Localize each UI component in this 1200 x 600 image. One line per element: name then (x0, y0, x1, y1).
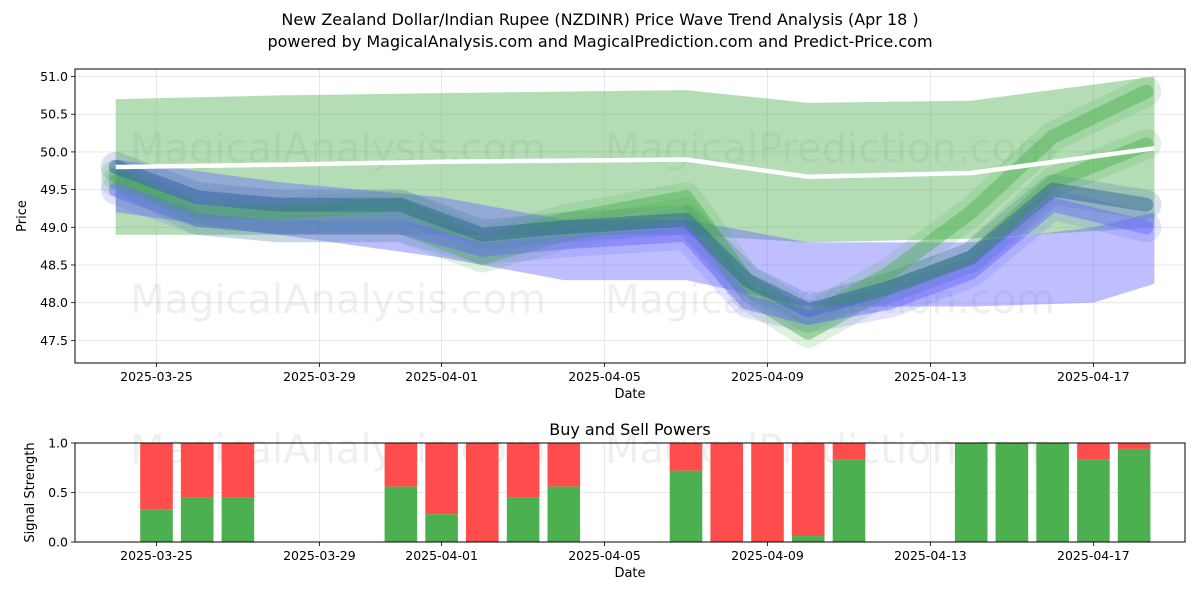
green-wave-line (108, 84, 1154, 325)
price-x-tick-label: 2025-04-05 (568, 369, 641, 384)
buy-bar (1036, 443, 1069, 542)
chart-subtitle: powered by MagicalAnalysis.com and Magic… (267, 32, 933, 51)
buy-bar (140, 509, 173, 542)
sell-bar (506, 443, 540, 498)
white-trend-line (115, 145, 1155, 180)
signal-x-tick-label: 2025-04-09 (731, 548, 804, 563)
signal-frame (74, 442, 1186, 543)
price-x-tick-label: 2025-03-29 (283, 369, 356, 384)
buy-bar (547, 486, 581, 542)
blue-price-band (115, 159, 1155, 307)
signal-x-axis-label: Date (614, 566, 645, 581)
sell-bar (180, 443, 214, 498)
signal-x-tick-label: 2025-04-01 (405, 548, 478, 563)
sell-bar (751, 443, 784, 542)
signal-y-tick-label: 0.0 (48, 535, 68, 550)
signal-chart-title: Buy and Sell Powers (549, 420, 711, 439)
price-frame (74, 68, 1186, 364)
price-y-tick-label: 50.5 (40, 107, 68, 122)
signal-x-tick-label: 2025-04-13 (894, 548, 967, 563)
sell-bar (466, 443, 499, 542)
price-x-tick-label: 2025-04-01 (405, 369, 478, 384)
sell-bar (425, 443, 458, 515)
sell-bar (710, 443, 743, 542)
price-y-tick-label: 49.5 (40, 182, 68, 197)
darkblue-wave-halo (100, 152, 1162, 326)
buy-bar (384, 486, 418, 542)
signal-x-tick-label: 2025-03-29 (283, 548, 356, 563)
buy-bar (180, 497, 214, 542)
price-x-tick-label: 2025-04-13 (894, 369, 967, 384)
darkblue-wave-line (108, 160, 1154, 318)
sell-bar (140, 443, 173, 510)
signal-x-tick-label: 2025-04-05 (568, 548, 641, 563)
chart-title: New Zealand Dollar/Indian Rupee (NZDINR)… (281, 10, 919, 29)
price-x-axis-label: Date (614, 387, 645, 402)
buy-bar (995, 443, 1029, 542)
blue-wave-halo (100, 174, 1162, 333)
sell-bar (669, 443, 703, 471)
price-chart: 2025-03-25 2025-03-29 2025-04-01 2025-04-05… (15, 68, 1186, 402)
sell-bar (1077, 443, 1110, 460)
price-x-tick-label: 2025-04-09 (731, 369, 804, 384)
price-y-tick-label: 51.0 (40, 69, 68, 84)
signal-y-tick-label: 0.5 (48, 485, 68, 500)
sell-bar (1117, 443, 1151, 449)
sell-bar (791, 443, 825, 537)
green-wave-halo (100, 129, 1162, 348)
watermark: MagicalPrediction.com (605, 277, 1055, 323)
signal-y-tick-label: 1.0 (48, 436, 68, 451)
price-y-tick-label: 50.0 (40, 144, 68, 159)
watermark: MagicalAnalysis.com (130, 277, 546, 323)
price-y-tick-label: 48.5 (40, 258, 68, 273)
signal-chart: Buy and Sell Powers 2025-03-25 2025-03-29 2… (23, 420, 1186, 581)
buy-bar (954, 443, 988, 542)
sell-bar (547, 443, 581, 487)
signal-y-axis-label: Signal Strength (23, 442, 38, 542)
sell-bar (221, 443, 255, 498)
green-wave-halo (100, 76, 1162, 333)
sell-bar (384, 443, 418, 487)
buy-bar (221, 497, 255, 542)
price-x-tick-label: 2025-03-25 (120, 369, 193, 384)
green-wave-line (108, 137, 1154, 340)
price-y-tick-label: 48.0 (40, 295, 68, 310)
signal-x-tick-label: 2025-03-25 (120, 548, 193, 563)
buy-bar (425, 514, 458, 542)
signal-x-tick-label: 2025-04-17 (1057, 548, 1130, 563)
buy-bar (1077, 459, 1110, 542)
price-y-axis-label: Price (15, 200, 30, 232)
sell-bar (832, 443, 866, 460)
buy-bar (1117, 448, 1151, 542)
blue-wave-line (108, 182, 1154, 325)
buy-bar (506, 497, 540, 542)
buy-bar (791, 536, 825, 542)
watermark: MagicalPrediction.com (605, 126, 1055, 172)
price-y-tick-label: 47.5 (40, 333, 68, 348)
price-x-tick-label: 2025-04-17 (1057, 369, 1130, 384)
price-y-tick-label: 49.0 (40, 220, 68, 235)
buy-bar (832, 459, 866, 542)
buy-bar (669, 470, 703, 542)
